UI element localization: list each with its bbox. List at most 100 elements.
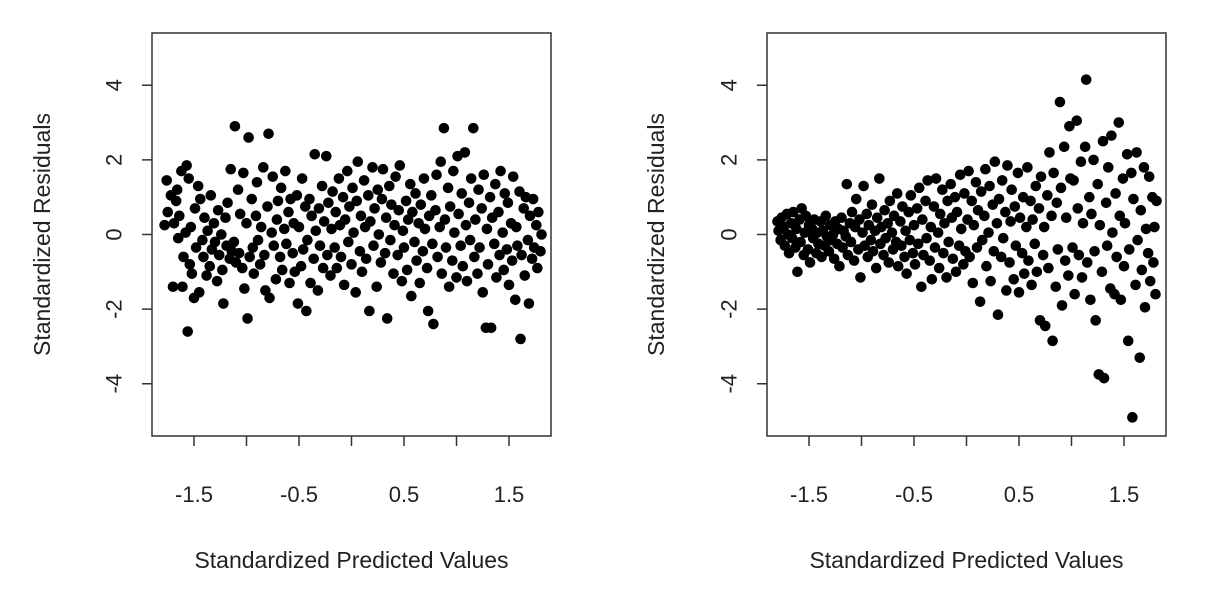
x-tick-label: -1.5 — [175, 482, 213, 507]
data-point — [264, 292, 275, 304]
data-point — [532, 262, 543, 274]
data-point — [263, 128, 274, 140]
data-point — [518, 203, 529, 214]
data-point — [268, 240, 280, 251]
data-point — [390, 171, 401, 182]
data-point — [499, 188, 511, 199]
data-point — [321, 150, 332, 162]
x-tick-label: 0.5 — [1004, 482, 1035, 507]
data-point — [899, 251, 910, 263]
data-point — [533, 206, 544, 218]
data-point — [989, 156, 1001, 168]
x-axis-title: Standardized Predicted Values — [194, 547, 508, 573]
data-point — [1144, 275, 1156, 287]
data-point — [459, 147, 471, 158]
data-point — [418, 173, 430, 184]
data-point — [238, 167, 249, 179]
data-point — [841, 178, 853, 190]
data-point — [427, 238, 438, 250]
data-point — [1038, 221, 1050, 233]
data-point — [900, 225, 911, 237]
data-point — [494, 249, 505, 261]
data-point — [1102, 162, 1114, 173]
data-point — [318, 216, 330, 227]
data-point — [276, 264, 288, 276]
data-point — [874, 173, 885, 184]
data-point — [162, 206, 174, 218]
data-point — [1046, 210, 1057, 222]
data-point — [326, 223, 337, 235]
data-point — [1073, 249, 1085, 261]
data-point — [367, 162, 378, 173]
data-point — [1010, 240, 1022, 251]
data-point — [198, 251, 209, 263]
data-point — [1025, 195, 1036, 207]
data-point — [239, 283, 250, 294]
data-point — [1080, 74, 1092, 85]
data-point — [380, 212, 392, 224]
data-point — [1089, 245, 1100, 257]
data-point — [385, 234, 396, 246]
data-point — [1060, 212, 1072, 224]
data-point — [916, 281, 927, 293]
data-point — [360, 253, 372, 265]
data-point — [281, 238, 292, 250]
data-point — [375, 257, 387, 268]
data-point — [184, 259, 196, 270]
data-point — [1143, 171, 1155, 182]
data-point — [884, 195, 896, 207]
data-point — [246, 193, 258, 205]
data-point — [222, 197, 233, 209]
data-point — [866, 199, 878, 210]
data-point — [908, 219, 920, 231]
data-point — [966, 195, 978, 207]
data-point — [924, 255, 936, 266]
data-point — [516, 249, 527, 261]
data-point — [388, 268, 399, 279]
data-point — [212, 204, 224, 216]
data-point — [406, 290, 417, 302]
data-point — [274, 251, 286, 263]
data-point — [365, 216, 376, 227]
data-point — [453, 208, 464, 220]
data-point — [510, 294, 521, 306]
data-point — [177, 281, 188, 293]
data-point — [183, 173, 195, 184]
data-point — [225, 163, 237, 175]
data-point — [1128, 193, 1139, 205]
data-point — [381, 313, 393, 324]
data-point — [945, 178, 957, 190]
data-point — [422, 305, 434, 317]
data-point — [384, 180, 395, 192]
left-scatter-panel: -4 -2 0 2 4 -1.5 -0.5 0.5 1.5 Standardized Residu… — [29, 32, 552, 573]
data-point — [237, 262, 248, 274]
data-point — [802, 244, 814, 255]
y-tick-label: -4 — [717, 374, 742, 394]
data-point — [410, 188, 421, 199]
data-point — [449, 227, 460, 238]
data-point — [531, 219, 542, 231]
data-point — [217, 264, 228, 276]
data-point — [976, 234, 988, 246]
data-point — [476, 203, 488, 214]
data-point — [971, 242, 983, 253]
data-point — [389, 219, 400, 231]
data-point — [527, 193, 539, 205]
data-point — [522, 234, 534, 246]
data-point — [208, 218, 220, 229]
data-point — [1136, 264, 1148, 276]
data-point — [943, 236, 954, 248]
data-point — [250, 210, 262, 222]
data-point — [259, 249, 270, 261]
data-point — [233, 247, 245, 259]
data-point — [432, 251, 443, 263]
data-point — [338, 279, 350, 291]
data-point — [1077, 218, 1089, 229]
data-point — [865, 234, 877, 246]
data-point — [372, 184, 384, 196]
data-point — [376, 193, 388, 205]
x-tick-label: 0.5 — [389, 482, 420, 507]
data-point — [271, 214, 283, 225]
data-point — [1101, 240, 1113, 251]
y-axis-title: Standardized Residuals — [29, 113, 55, 356]
